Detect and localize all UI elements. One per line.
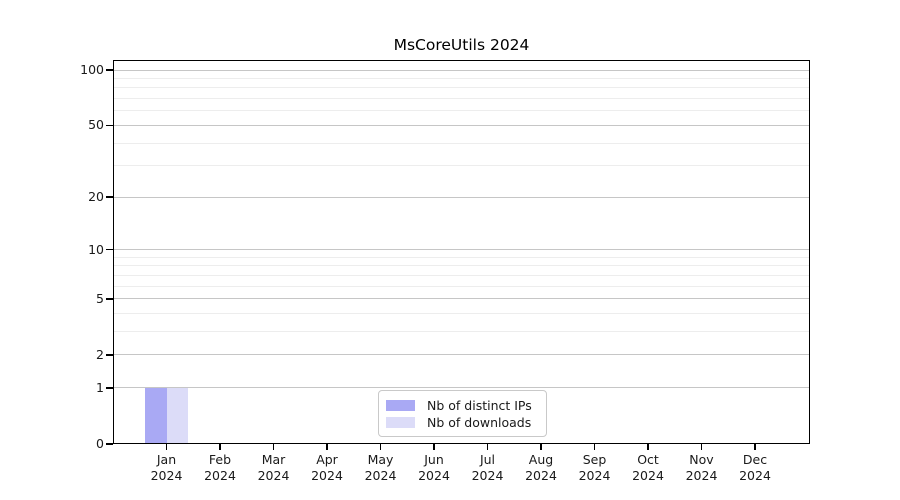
x-tick-month: Mar [261, 452, 286, 467]
y-tick [106, 124, 113, 127]
x-tick [754, 444, 756, 450]
x-tick-year: 2024 [150, 467, 183, 483]
y-tick-label: 5 [96, 290, 104, 306]
x-tick-month: Aug [528, 452, 554, 467]
bar-downloads-jan [166, 387, 188, 444]
y-tick [106, 297, 113, 300]
y-tick-label: 100 [80, 62, 104, 77]
y-gridline-major [113, 196, 810, 198]
x-tick-month: May [367, 452, 394, 467]
x-tick-year: 2024 [685, 467, 718, 483]
x-tick [647, 444, 649, 450]
y-gridline-minor [113, 256, 810, 258]
x-tick-year: 2024 [578, 467, 611, 483]
legend-item-distinct-ips: Nb of distinct IPs [386, 397, 538, 413]
x-tick [379, 444, 382, 450]
x-tick-label: Nov 2024 [657, 452, 747, 483]
x-tick [433, 444, 435, 450]
x-tick-label: Dec 2024 [710, 452, 800, 483]
x-tick-label: Jun 2024 [389, 452, 479, 483]
x-tick-month: Feb [208, 452, 232, 467]
x-tick-month: Jan [156, 452, 177, 467]
x-tick-year: 2024 [311, 467, 343, 483]
y-tick [106, 196, 113, 199]
legend-label-distinct-ips: Nb of distinct IPs [427, 397, 532, 413]
x-tick [165, 444, 168, 450]
x-tick-year: 2024 [471, 467, 504, 483]
y-tick [106, 354, 113, 356]
x-tick-year: 2024 [739, 467, 771, 483]
x-tick-label: Oct 2024 [603, 452, 693, 483]
x-tick-label: Jan 2024 [122, 452, 212, 483]
x-tick [540, 444, 542, 450]
y-gridline-major [113, 387, 810, 389]
chart-title: MsCoreUtils 2024 [393, 36, 530, 54]
x-tick-year: 2024 [418, 467, 450, 483]
x-tick-month: Apr [316, 452, 338, 467]
x-tick [219, 444, 221, 450]
x-tick-year: 2024 [257, 467, 290, 483]
x-tick [700, 444, 703, 450]
y-tick-label: 0 [96, 436, 104, 451]
x-tick [326, 444, 328, 450]
y-gridline-major [113, 354, 810, 356]
y-gridline-minor [113, 77, 810, 79]
bar-distinct-ips-jan [145, 387, 167, 444]
x-tick-month: Oct [637, 452, 659, 467]
x-tick-month: Dec [742, 452, 768, 467]
x-tick-month: Jul [479, 452, 496, 467]
y-gridline-minor [113, 274, 810, 276]
x-tick-label: Apr 2024 [282, 452, 372, 483]
y-gridline-major [113, 249, 810, 251]
x-tick-label: Feb 2024 [175, 452, 265, 483]
y-gridline-minor [113, 142, 810, 144]
x-tick-year: 2024 [364, 467, 397, 483]
x-tick-label: Aug 2024 [496, 452, 586, 483]
x-tick-label: Jul 2024 [443, 452, 533, 483]
y-tick-label: 2 [96, 346, 104, 362]
y-gridline-minor [113, 285, 810, 287]
legend-swatch-distinct-ips [386, 399, 415, 411]
x-tick-month: Sep [582, 452, 607, 467]
legend-item-downloads: Nb of downloads [386, 414, 538, 430]
x-tick-label: Sep 2024 [550, 452, 640, 483]
y-gridline-minor [113, 265, 810, 267]
y-gridline-major [113, 124, 810, 126]
legend: Nb of distinct IPs Nb of downloads [378, 390, 547, 437]
x-tick-year: 2024 [204, 467, 236, 483]
y-tick [106, 443, 113, 445]
y-gridline-minor [113, 313, 810, 315]
y-tick [106, 248, 113, 251]
legend-swatch-downloads [386, 416, 415, 428]
y-gridline-minor [113, 87, 810, 89]
x-tick-month: Jun [424, 452, 444, 467]
y-gridline-major [113, 298, 810, 300]
x-tick [593, 444, 596, 450]
y-tick-label: 20 [88, 189, 104, 205]
x-tick-year: 2024 [632, 467, 664, 483]
y-gridline-minor [113, 110, 810, 112]
y-tick-label: 10 [88, 241, 104, 257]
y-tick [106, 387, 113, 389]
x-tick [272, 444, 275, 450]
legend-label-downloads: Nb of downloads [427, 414, 532, 430]
y-tick-label: 1 [96, 379, 104, 395]
y-gridline-minor [113, 331, 810, 333]
y-tick-label: 50 [88, 117, 104, 133]
y-gridline-minor [113, 165, 810, 167]
x-tick-label: May 2024 [336, 452, 426, 483]
x-tick-label: Mar 2024 [229, 452, 319, 483]
y-gridline-minor [113, 98, 810, 100]
x-tick-year: 2024 [525, 467, 557, 483]
y-gridline-major [113, 69, 810, 71]
x-tick [486, 444, 489, 450]
plot-area [113, 60, 810, 444]
y-tick [106, 69, 113, 71]
x-tick-month: Nov [689, 452, 714, 467]
